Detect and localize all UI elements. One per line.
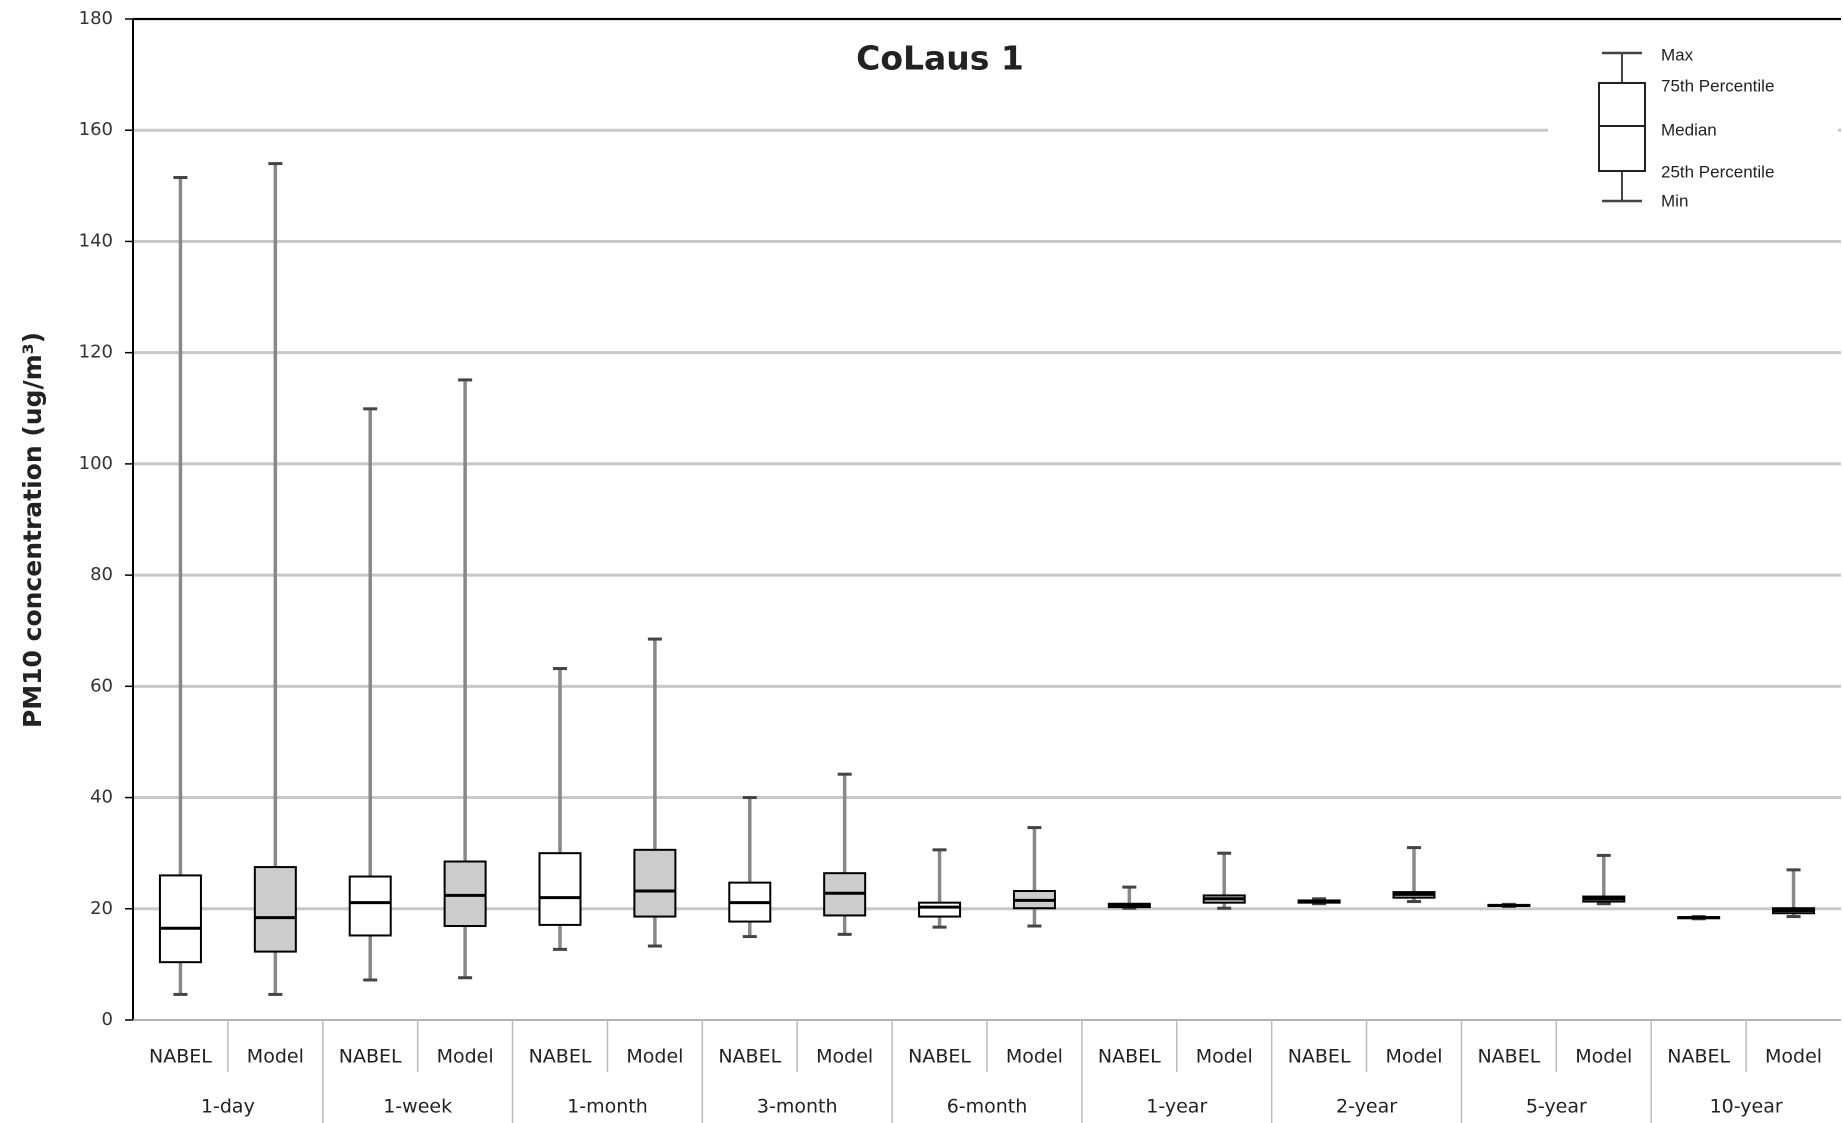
x-group-label: 2-year bbox=[1336, 1096, 1397, 1118]
x-tick-label: Model bbox=[247, 1046, 304, 1068]
x-tick-label: NABEL bbox=[1477, 1046, 1540, 1068]
box bbox=[633, 848, 677, 918]
x-tick-label: NABEL bbox=[908, 1046, 971, 1068]
x-tick-label: NABEL bbox=[529, 1046, 592, 1068]
box bbox=[538, 852, 582, 926]
x-group-label: 10-year bbox=[1710, 1096, 1783, 1118]
x-tick-label: Model bbox=[1575, 1046, 1632, 1068]
x-tick-label: Model bbox=[1385, 1046, 1442, 1068]
x-tick-label: NABEL bbox=[1667, 1046, 1730, 1068]
x-group-label: 3-month bbox=[757, 1096, 838, 1118]
chart-title: CoLaus 1 bbox=[856, 39, 1024, 78]
x-group-label: 1-day bbox=[201, 1096, 255, 1118]
x-tick-label: NABEL bbox=[1288, 1046, 1351, 1068]
x-tick-label: NABEL bbox=[1098, 1046, 1161, 1068]
x-tick-label: Model bbox=[816, 1046, 873, 1068]
x-tick-label: Model bbox=[1196, 1046, 1253, 1068]
legend-background bbox=[1548, 40, 1838, 215]
box bbox=[443, 860, 487, 928]
y-tick-label: 20 bbox=[90, 898, 113, 919]
x-tick-label: NABEL bbox=[718, 1046, 781, 1068]
x-group-label: 1-month bbox=[567, 1096, 648, 1118]
x-tick-label: NABEL bbox=[339, 1046, 402, 1068]
y-tick-label: 180 bbox=[79, 8, 113, 29]
legend-label: Max bbox=[1661, 45, 1694, 64]
y-tick-label: 80 bbox=[90, 564, 113, 585]
x-tick-label: Model bbox=[626, 1046, 683, 1068]
x-tick-label: NABEL bbox=[149, 1046, 212, 1068]
y-axis-label: PM10 concentration (ug/m³) bbox=[18, 332, 47, 728]
y-tick-label: 40 bbox=[90, 787, 113, 808]
y-tick-label: 0 bbox=[102, 1009, 113, 1030]
box bbox=[348, 875, 392, 937]
y-tick-label: 60 bbox=[90, 675, 113, 696]
x-tick-label: Model bbox=[1006, 1046, 1063, 1068]
x-group-label: 1-year bbox=[1146, 1096, 1207, 1118]
x-tick-label: Model bbox=[1765, 1046, 1822, 1068]
y-tick-label: 140 bbox=[79, 230, 113, 251]
legend-label: Min bbox=[1661, 191, 1688, 210]
legend-label: 25th Percentile bbox=[1661, 162, 1774, 181]
legend-label: 75th Percentile bbox=[1661, 76, 1774, 95]
box bbox=[918, 901, 962, 918]
x-group-label: 6-month bbox=[947, 1096, 1028, 1118]
x-tick-label: Model bbox=[437, 1046, 494, 1068]
x-group-label: 1-week bbox=[383, 1096, 452, 1118]
x-group-label: 5-year bbox=[1526, 1096, 1587, 1118]
y-tick-label: 100 bbox=[79, 453, 113, 474]
box bbox=[158, 874, 202, 964]
y-tick-label: 160 bbox=[79, 119, 113, 140]
box bbox=[253, 866, 297, 953]
y-tick-label: 120 bbox=[79, 342, 113, 363]
legend-label: Median bbox=[1661, 120, 1717, 139]
